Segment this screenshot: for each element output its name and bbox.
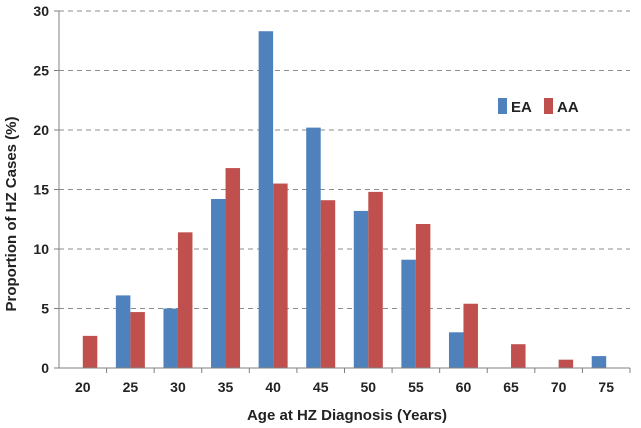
y-tick-label-25: 25 — [33, 63, 49, 79]
bar-aa-20 — [82, 335, 98, 368]
bar-ea-60 — [448, 332, 464, 368]
x-tick-label-40: 40 — [265, 379, 281, 395]
x-tick-label-50: 50 — [361, 379, 377, 395]
bar-aa-70 — [558, 359, 574, 368]
bar-ea-55 — [401, 259, 416, 368]
x-tick-label-45: 45 — [313, 379, 329, 395]
legend-swatch-ea — [498, 98, 507, 114]
y-tick-label-30: 30 — [33, 3, 49, 19]
x-tick-label-35: 35 — [218, 379, 234, 395]
bar-aa-50 — [368, 191, 383, 368]
x-tick-label-20: 20 — [75, 379, 91, 395]
y-tick-label-10: 10 — [33, 241, 49, 257]
y-axis-title: Proportion of HZ Cases (%) — [3, 116, 20, 311]
legend: EA AA — [498, 98, 579, 116]
bar-ea-25 — [115, 295, 131, 368]
legend-label-ea: EA — [511, 99, 532, 116]
x-tick-label-55: 55 — [408, 379, 424, 395]
y-tick-labels: 0 5 10 15 20 25 30 — [33, 3, 59, 376]
bar-aa-55 — [415, 224, 431, 368]
bar-ea-35 — [211, 199, 226, 368]
x-tick-label-75: 75 — [598, 379, 614, 395]
x-tick-label-70: 70 — [551, 379, 567, 395]
x-tick-labels: 20 25 30 35 40 45 50 55 60 65 70 75 — [75, 368, 631, 395]
x-tick-label-30: 30 — [170, 379, 186, 395]
y-tick-label-20: 20 — [33, 122, 49, 138]
legend-swatch-aa — [544, 98, 553, 114]
bar-aa-35 — [225, 168, 241, 368]
bar-ea-30 — [163, 308, 178, 368]
x-axis-title: Age at HZ Diagnosis (Years) — [247, 407, 447, 424]
bar-ea-40 — [258, 31, 274, 368]
y-tick-label-0: 0 — [41, 360, 49, 376]
x-tick-label-60: 60 — [456, 379, 472, 395]
bar-aa-60 — [463, 303, 478, 368]
y-tick-label-15: 15 — [33, 182, 49, 198]
bar-aa-40 — [273, 183, 288, 368]
bar-aa-25 — [130, 312, 145, 368]
bar-aa-65 — [511, 344, 526, 368]
x-tick-label-25: 25 — [123, 379, 139, 395]
bar-ea-45 — [306, 127, 321, 369]
gridlines — [59, 10, 630, 309]
y-tick-label-5: 5 — [41, 301, 49, 317]
legend-label-aa: AA — [557, 99, 579, 116]
bars — [82, 31, 607, 369]
x-tick-label-65: 65 — [503, 379, 519, 395]
bar-aa-30 — [177, 232, 193, 368]
bar-ea-75 — [591, 356, 607, 368]
bar-ea-50 — [353, 210, 369, 368]
bar-aa-45 — [320, 200, 336, 368]
